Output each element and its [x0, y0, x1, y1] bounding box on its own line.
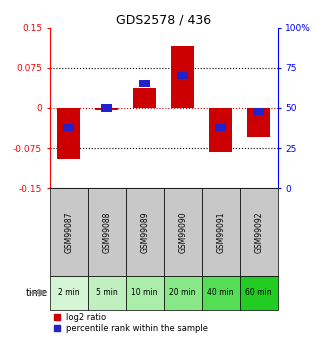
Bar [126, 188, 164, 276]
Bar [202, 188, 240, 276]
Text: 5 min: 5 min [96, 288, 117, 297]
Bar [164, 188, 202, 276]
Bar [88, 276, 126, 310]
Bar [253, 108, 265, 115]
Text: 40 min: 40 min [207, 288, 234, 297]
Text: 10 min: 10 min [132, 288, 158, 297]
Bar [209, 108, 232, 152]
Bar [50, 188, 88, 276]
Bar [133, 88, 156, 108]
Text: time: time [25, 288, 48, 298]
Title: GDS2578 / 436: GDS2578 / 436 [116, 13, 211, 27]
Legend: log2 ratio, percentile rank within the sample: log2 ratio, percentile rank within the s… [54, 313, 208, 333]
Bar [164, 276, 202, 310]
Text: GSM99092: GSM99092 [254, 211, 263, 253]
Text: GSM99090: GSM99090 [178, 211, 187, 253]
Bar [171, 46, 194, 108]
Bar [139, 80, 151, 88]
Bar [240, 188, 278, 276]
Text: 20 min: 20 min [169, 288, 196, 297]
Bar [57, 108, 80, 159]
Bar [63, 124, 74, 131]
Bar [177, 72, 188, 79]
Text: GSM99088: GSM99088 [102, 211, 111, 253]
Text: GSM99089: GSM99089 [140, 211, 149, 253]
Bar [215, 124, 226, 131]
Bar [50, 276, 88, 310]
Bar [95, 108, 118, 110]
Bar [88, 188, 126, 276]
Bar [240, 276, 278, 310]
Text: GSM99087: GSM99087 [64, 211, 73, 253]
Text: 2 min: 2 min [58, 288, 80, 297]
Text: GSM99091: GSM99091 [216, 211, 225, 253]
Bar [126, 276, 164, 310]
Bar [101, 104, 112, 111]
Bar [247, 108, 270, 137]
Bar [202, 276, 240, 310]
Text: 60 min: 60 min [245, 288, 272, 297]
